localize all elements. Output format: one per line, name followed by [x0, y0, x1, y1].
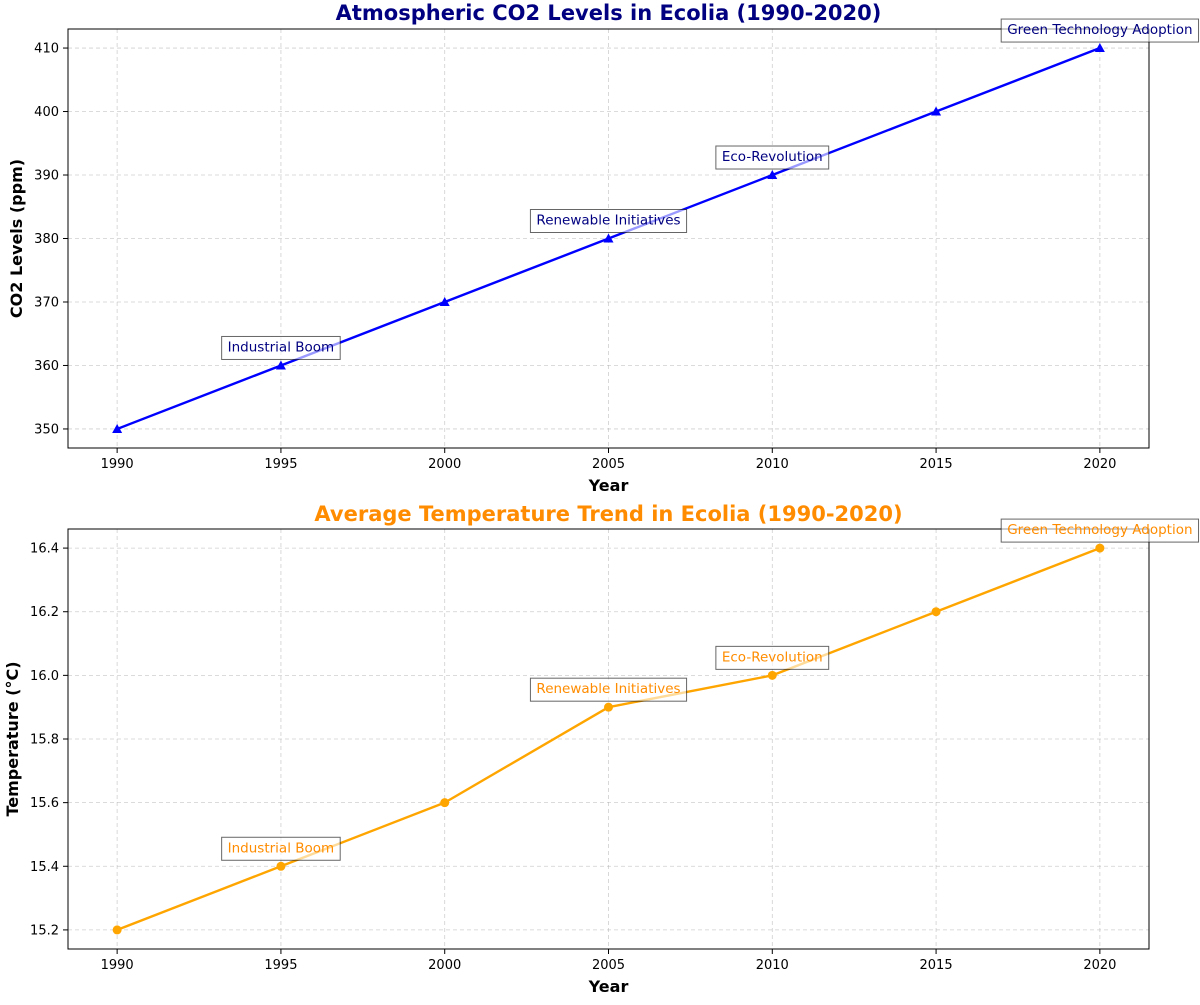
temp-y-tick-label: 15.6 — [30, 796, 59, 811]
temp-annotation: Industrial Boom — [221, 836, 341, 861]
temp-annotation-text: Green Technology Adoption — [1007, 522, 1192, 538]
temp-y-tick-label: 15.8 — [30, 733, 59, 748]
co2-annotation-text: Renewable Initiatives — [536, 213, 680, 229]
temp-data-point — [604, 702, 613, 712]
temp-grid — [68, 529, 1149, 949]
co2-y-tick-label: 370 — [34, 295, 59, 310]
co2-y-tick-label: 400 — [34, 105, 59, 120]
co2-annotation: Renewable Initiatives — [529, 209, 688, 233]
temp-y-tick-label: 16.0 — [30, 669, 59, 684]
co2-y-tick-label: 360 — [34, 359, 59, 374]
co2-data-point — [603, 233, 614, 243]
co2-data-point — [767, 170, 778, 180]
co2-y-tick-label: 380 — [34, 232, 59, 247]
temp-annotation: Renewable Initiatives — [529, 677, 688, 702]
temp-x-tick-label: 2010 — [756, 958, 789, 973]
co2-annotation-text: Eco-Revolution — [722, 149, 823, 165]
temp-y-tick-label: 16.4 — [30, 542, 59, 557]
temp-annotation: Eco-Revolution — [715, 645, 830, 670]
co2-y-tick-label: 390 — [34, 169, 59, 184]
co2-y-axis-label: CO2 Levels (ppm) — [7, 159, 26, 318]
temperature-chart: 1990 1995 2000 2005 2010 2015 2020 15.2 15.4 15.6… — [3, 502, 1200, 996]
temp-x-tick-label: 2000 — [428, 958, 461, 973]
co2-x-tick-label: 2015 — [920, 457, 953, 472]
co2-data-point — [931, 106, 942, 116]
co2-x-axis-label: Year — [588, 476, 629, 495]
temp-chart-title: Average Temperature Trend in Ecolia (199… — [314, 502, 902, 526]
temp-data-point — [1095, 543, 1105, 553]
temp-annotation-box — [715, 645, 830, 670]
co2-data-point — [112, 423, 123, 433]
co2-chart-title: Atmospheric CO2 Levels in Ecolia (1990-2… — [336, 1, 882, 25]
co2-annotation: Eco-Revolution — [715, 145, 830, 170]
temp-data-point — [440, 798, 450, 808]
co2-y-tick-label: 350 — [34, 422, 59, 437]
temp-y-axis-label: Temperature (°C) — [3, 661, 22, 816]
temp-x-tick-label: 1990 — [101, 958, 134, 973]
co2-annotation-text: Industrial Boom — [228, 339, 335, 355]
temp-data-point — [767, 670, 777, 680]
co2-data-point — [1094, 43, 1105, 53]
co2-annotation-text: Green Technology Adoption — [1007, 22, 1192, 38]
temp-y-tick-label: 16.2 — [30, 605, 59, 620]
temp-annotation-box — [221, 836, 341, 861]
temp-y-tick-label: 15.2 — [30, 923, 59, 938]
temp-annotation: Green Technology Adoption — [1000, 518, 1200, 543]
co2-annotation-box — [221, 335, 341, 360]
temp-data-point — [276, 861, 286, 871]
co2-annotation: Green Technology Adoption — [1000, 18, 1200, 43]
co2-x-tick-label: 1995 — [264, 457, 297, 472]
co2-x-tick-label: 2020 — [1083, 457, 1116, 472]
co2-x-tick-label: 2005 — [592, 457, 625, 472]
co2-annotation: Industrial Boom — [221, 335, 341, 360]
co2-chart: 1990 1995 2000 2005 2010 2015 2020 350 360 370 380… — [7, 1, 1200, 495]
temp-x-tick-label: 2005 — [592, 958, 625, 973]
temp-data-point — [112, 925, 122, 935]
temp-y-tick-label: 15.4 — [30, 860, 59, 875]
temp-x-tick-label: 2020 — [1083, 958, 1116, 973]
co2-data-point — [439, 296, 450, 306]
temp-x-tick-label: 1995 — [264, 958, 297, 973]
temp-annotation-box — [1000, 518, 1200, 543]
temp-annotation-box — [529, 677, 688, 702]
co2-x-tick-label: 2010 — [756, 457, 789, 472]
temp-x-tick-label: 2015 — [920, 958, 953, 973]
temp-annotation-text: Renewable Initiatives — [536, 681, 680, 697]
co2-x-tick-label: 2000 — [428, 457, 461, 472]
temp-data-point — [931, 607, 941, 617]
co2-y-tick-label: 410 — [34, 42, 59, 57]
co2-annotation-box — [1000, 18, 1200, 43]
co2-x-tick-label: 1990 — [101, 457, 134, 472]
co2-annotation-box — [715, 145, 830, 170]
temp-x-axis-label: Year — [588, 977, 629, 996]
co2-annotation-box — [529, 209, 688, 233]
co2-data-point — [275, 360, 286, 370]
temp-annotation-text: Eco-Revolution — [722, 649, 823, 665]
temp-annotation-text: Industrial Boom — [228, 840, 335, 856]
